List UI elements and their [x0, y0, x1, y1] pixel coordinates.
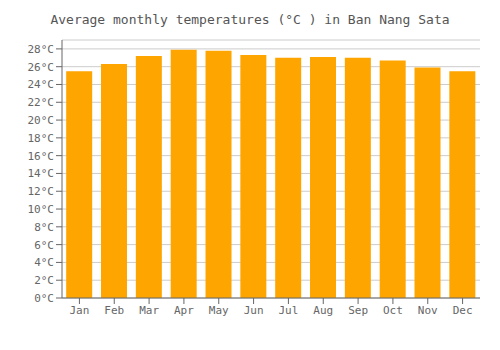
- svg-text:Nov: Nov: [418, 304, 438, 317]
- svg-text:10°C: 10°C: [28, 203, 55, 216]
- svg-text:6°C: 6°C: [34, 239, 54, 252]
- html-text:Average monthly temperatures (: Average monthly temperatures (°C ) in Ba…: [50, 12, 450, 27]
- svg-text:Oct: Oct: [383, 304, 403, 317]
- svg-text:Feb: Feb: [104, 304, 124, 317]
- svg-text:Sep: Sep: [348, 304, 368, 317]
- svg-text:12°C: 12°C: [28, 185, 55, 198]
- svg-text:28°C: 28°C: [28, 43, 55, 56]
- svg-text:Jul: Jul: [278, 304, 298, 317]
- svg-text:16°C: 16°C: [28, 150, 55, 163]
- svg-text:4°C: 4°C: [34, 256, 54, 269]
- svg-text:Jan: Jan: [69, 304, 89, 317]
- svg-text:0°C: 0°C: [34, 292, 54, 305]
- svg-text:2°C: 2°C: [34, 274, 54, 287]
- svg-text:20°C: 20°C: [28, 114, 55, 127]
- svg-text:Aug: Aug: [313, 304, 333, 317]
- svg-text:Jun: Jun: [244, 304, 264, 317]
- svg-text:8°C: 8°C: [34, 221, 54, 234]
- svg-text:24°C: 24°C: [28, 78, 55, 91]
- svg-text:Mar: Mar: [139, 304, 159, 317]
- svg-text:18°C: 18°C: [28, 132, 55, 145]
- svg-text:Apr: Apr: [174, 304, 194, 317]
- svg-text:Dec: Dec: [453, 304, 473, 317]
- svg-text:May: May: [209, 304, 229, 317]
- svg-text:14°C: 14°C: [28, 167, 55, 180]
- svg-text:26°C: 26°C: [28, 61, 55, 74]
- svg-text:22°C: 22°C: [28, 96, 55, 109]
